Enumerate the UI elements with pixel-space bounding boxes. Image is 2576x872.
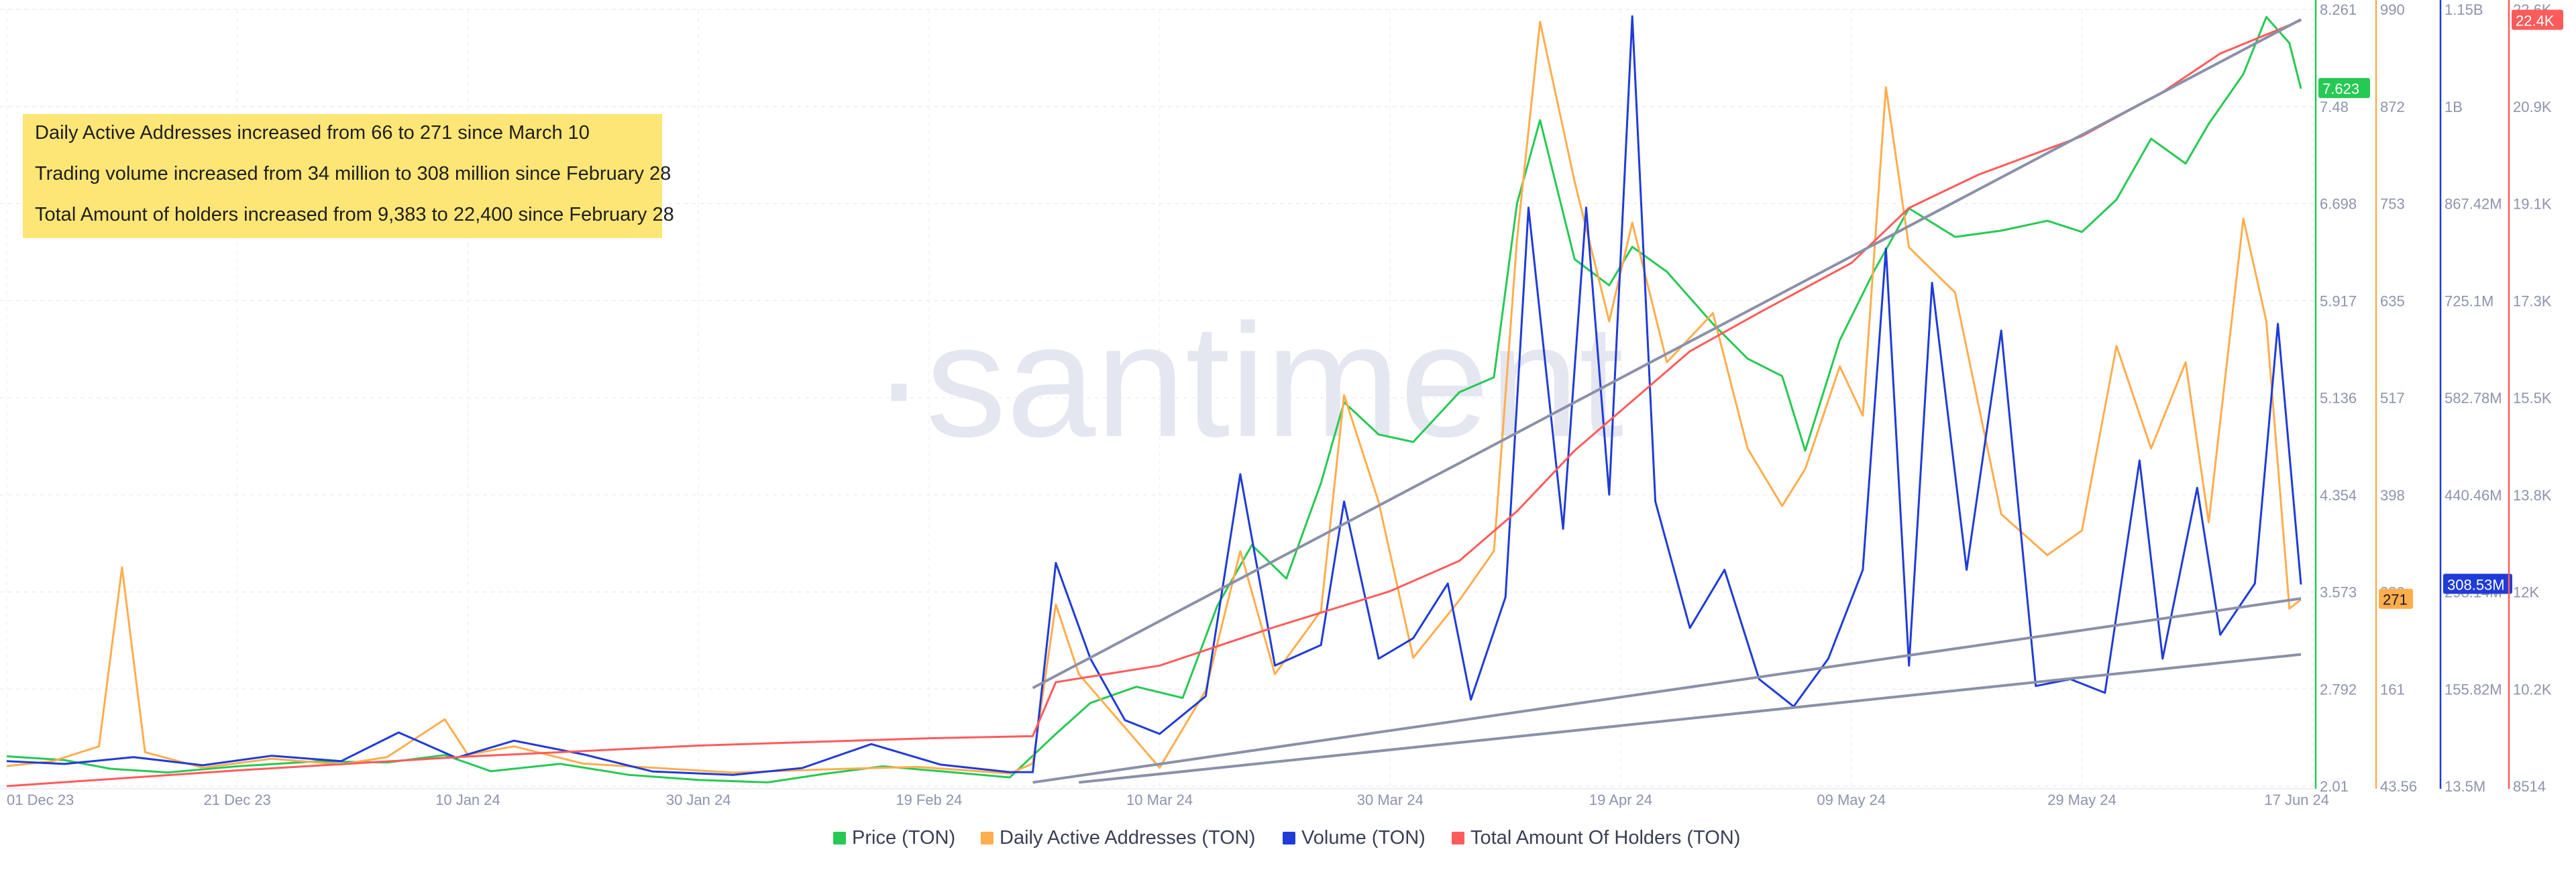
legend-label: Price (TON) <box>852 827 955 849</box>
volume-tick-label: 1.15B <box>2445 1 2483 18</box>
daa-current-badge <box>2379 588 2413 609</box>
daa-tick-label: 872 <box>2380 99 2405 115</box>
series-line-daa <box>6 20 2302 775</box>
price-tick-label: 4.354 <box>2320 487 2357 504</box>
volume-tick-label: 582.78M <box>2445 390 2502 406</box>
holders-tick-label: 15.5K <box>2513 390 2552 406</box>
annotation-line: Total Amount of holders increased from 9… <box>35 204 674 225</box>
trendlines <box>1032 18 2302 784</box>
daa-tick-label: 635 <box>2380 292 2405 309</box>
volume-current-value: 308.53M <box>2447 576 2505 593</box>
legend-swatch <box>981 832 994 844</box>
volume-tick-label: 155.82M <box>2445 681 2502 698</box>
volume-tick-label: 1B <box>2445 99 2463 115</box>
legend-label: Daily Active Addresses (TON) <box>1000 827 1255 849</box>
x-tick-label: 30 Jan 24 <box>666 792 731 808</box>
daa-tick-label: 753 <box>2380 196 2405 213</box>
x-axis: 01 Dec 23 21 Dec 23 10 Jan 24 30 Jan 24 19 F… <box>0 788 2329 808</box>
price-tick-label: 7.48 <box>2320 99 2349 115</box>
daa-current-value: 271 <box>2383 592 2408 608</box>
volume-current-badge <box>2443 574 2512 594</box>
legend[interactable]: Price (TON) Daily Active Addresses (TON) V… <box>833 827 1740 849</box>
legend-swatch <box>1283 832 1295 844</box>
holders-tick-label: 20.9K <box>2513 99 2552 115</box>
x-tick-label: 01 Dec 23 <box>7 792 74 808</box>
trendline-3 <box>1079 653 2302 784</box>
x-tick-label: 19 Feb 24 <box>896 792 962 808</box>
daa-tick-label: 43.56 <box>2380 778 2417 795</box>
volume-tick-label: 725.1M <box>2445 292 2493 309</box>
daa-tick-label: 398 <box>2380 487 2405 504</box>
holders-tick-label: 12K <box>2513 584 2539 601</box>
series-lines <box>6 15 2302 787</box>
series-line-volume <box>6 15 2302 776</box>
daa-tick-label: 990 <box>2380 1 2405 18</box>
x-tick-label: 10 Jan 24 <box>435 792 500 808</box>
annotation-background <box>23 114 662 238</box>
legend-item[interactable]: Volume (TON) <box>1283 827 1426 849</box>
price-tick-label: 8.261 <box>2320 1 2357 18</box>
x-tick-label: 21 Dec 23 <box>204 792 271 808</box>
trendline-1 <box>1032 18 2302 690</box>
x-tick-label: 10 Mar 24 <box>1126 792 1193 808</box>
legend-label: Total Amount Of Holders (TON) <box>1470 827 1740 849</box>
price-tick-label: 2.01 <box>2320 778 2349 795</box>
legend-item[interactable]: Price (TON) <box>833 827 955 849</box>
holders-tick-label: 17.3K <box>2513 292 2552 309</box>
annotation-line: Trading volume increased from 34 million… <box>35 163 671 184</box>
legend-item[interactable]: Total Amount Of Holders (TON) <box>1452 827 1740 849</box>
price-current-value: 7.623 <box>2322 80 2359 97</box>
series-line-price <box>6 15 2302 783</box>
daa-tick-label: 517 <box>2380 390 2405 406</box>
legend-label: Volume (TON) <box>1301 827 1426 849</box>
series-line-holders <box>6 19 2302 787</box>
legend-swatch <box>1452 832 1464 844</box>
x-tick-label: 30 Mar 24 <box>1357 792 1424 808</box>
volume-tick-label: 440.46M <box>2445 487 2502 504</box>
price-tick-label: 5.917 <box>2320 292 2357 309</box>
x-tick-label: 09 May 24 <box>1817 792 1886 808</box>
volume-tick-label: 13.5M <box>2445 778 2485 795</box>
x-tick-label: 19 Apr 24 <box>1589 792 1652 808</box>
volume-tick-label: 867.42M <box>2445 196 2502 213</box>
price-tick-label: 6.698 <box>2320 196 2357 213</box>
annotation-box: Daily Active Addresses increased from 66… <box>23 114 674 238</box>
annotation-line: Daily Active Addresses increased from 66… <box>35 122 590 144</box>
holders-current-value: 22.4K <box>2516 12 2555 29</box>
holders-tick-label: 13.8K <box>2513 487 2552 504</box>
x-tick-label: 29 May 24 <box>2047 792 2116 808</box>
axes: 8.261 7.48 6.698 5.917 5.136 4.354 3.573 2.792 2… <box>2314 0 2563 795</box>
price-tick-label: 3.573 <box>2320 584 2357 601</box>
santiment-watermark: ·santiment <box>872 290 1623 470</box>
legend-item[interactable]: Daily Active Addresses (TON) <box>981 827 1255 849</box>
holders-tick-label: 8514 <box>2513 778 2546 795</box>
daa-tick-label: 161 <box>2380 681 2405 698</box>
price-tick-label: 2.792 <box>2320 681 2357 698</box>
holders-current-badge <box>2512 9 2563 30</box>
holders-tick-label: 10.2K <box>2513 681 2552 698</box>
price-tick-label: 5.136 <box>2320 390 2357 406</box>
price-current-badge <box>2318 78 2370 99</box>
trendline-2 <box>1032 597 2302 784</box>
holders-tick-label: 19.1K <box>2513 196 2552 213</box>
legend-swatch <box>833 832 846 844</box>
x-tick-label: 17 Jun 24 <box>2264 792 2329 808</box>
